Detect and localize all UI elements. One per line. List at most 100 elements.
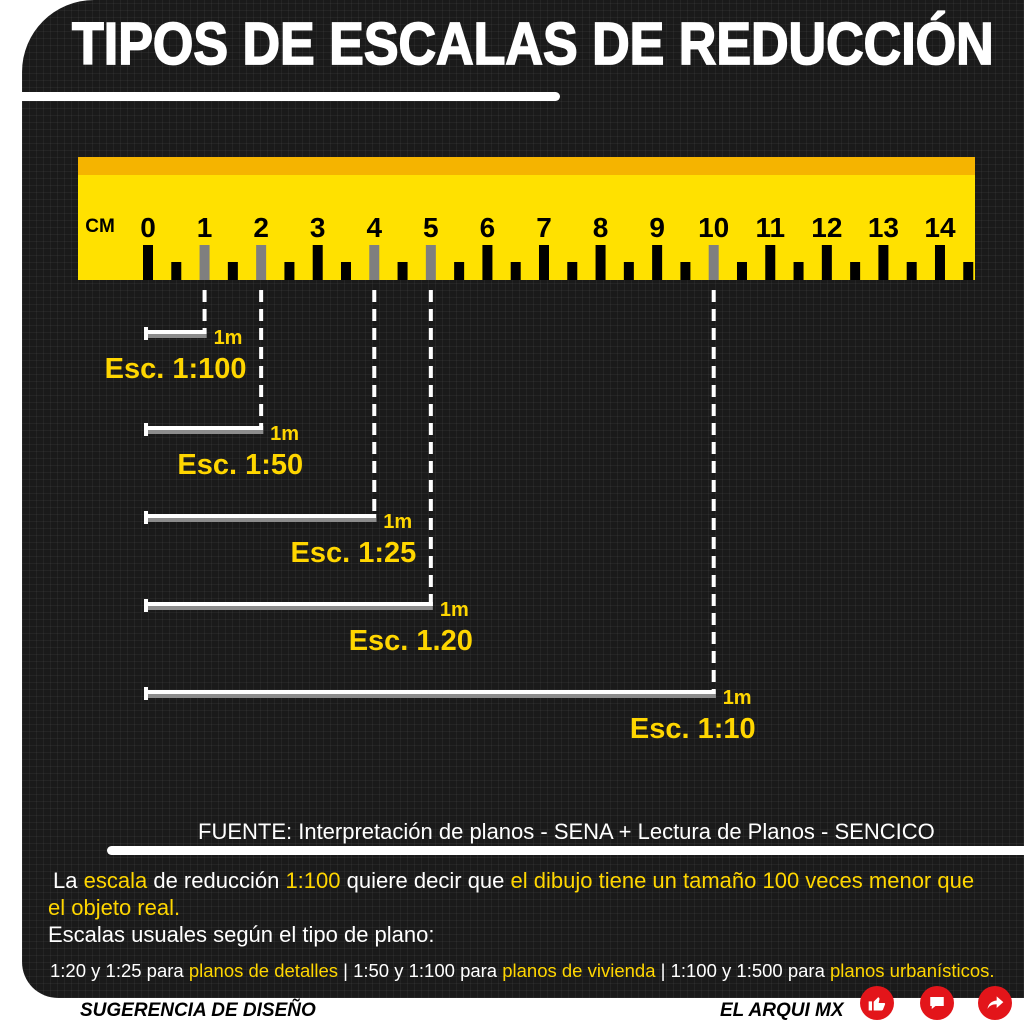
source-note: FUENTE: Interpretación de planos - SENA … — [198, 819, 935, 844]
explanation-text: quiere decir que — [346, 868, 505, 893]
ruler-minor-tick — [227, 262, 238, 280]
ruler-major-tick — [538, 245, 549, 280]
scale-bars: 1m Esc. 1:100 1m Esc. 1:50 1m Esc. 1:25 1m Esc.… — [105, 290, 756, 745]
usual-plan-type: planos urbanísticos. — [830, 960, 995, 981]
ruler-major-tick — [765, 245, 776, 280]
scale-bar-start-tick — [144, 327, 148, 340]
ruler-major-tick — [821, 245, 832, 280]
title-underline — [22, 92, 560, 101]
scale-item: 1m Esc. 1:100 — [105, 290, 247, 385]
ruler-number: 0 — [140, 212, 156, 243]
ruler-number: 3 — [310, 212, 326, 243]
scale-bar-start-tick — [144, 511, 148, 524]
explanation-highlight: el dibujo tiene un tamaño 100 veces meno… — [510, 868, 975, 893]
ruler-major-tick — [934, 245, 945, 280]
ruler-ticks — [143, 245, 974, 280]
usual-plan-type: planos de vivienda — [502, 960, 656, 981]
ruler-number: 14 — [924, 212, 956, 243]
ruler-number: 5 — [423, 212, 439, 243]
usual-scales-values: 1:100 y 1:500 para — [670, 960, 825, 981]
ruler-major-tick — [143, 245, 153, 280]
scale-length-label: 1m — [214, 327, 243, 349]
scale-bar — [146, 330, 207, 334]
usual-plan-type: planos de detalles — [188, 960, 338, 981]
scale-bar-start-tick — [144, 599, 148, 612]
ruler-minor-tick — [340, 262, 351, 280]
ruler-number: 7 — [536, 212, 552, 243]
ruler-major-tick-highlighted — [256, 245, 267, 280]
ruler-minor-tick — [510, 262, 521, 280]
scale-item: 1m Esc. 1:50 — [144, 290, 303, 481]
ruler-minor-tick — [906, 262, 917, 280]
scale-name-label: Esc. 1:50 — [177, 449, 303, 481]
ruler-major-tick — [595, 245, 606, 280]
ruler-major-tick — [312, 245, 323, 280]
scale-bar-shadow — [146, 518, 377, 522]
comment-icon[interactable] — [920, 986, 954, 1020]
ruler-major-tick — [482, 245, 493, 280]
ruler-top-band — [78, 157, 975, 175]
explanation-text: La — [53, 868, 78, 893]
source-divider — [107, 846, 1024, 855]
scale-bar — [146, 690, 716, 694]
scale-length-label: 1m — [383, 511, 412, 533]
scale-length-label: 1m — [440, 599, 469, 621]
ruler-number: 13 — [868, 212, 899, 243]
ruler-major-tick-highlighted — [199, 245, 210, 280]
ruler-number: 8 — [593, 212, 609, 243]
ruler-minor-tick — [171, 262, 182, 280]
ruler-number: 6 — [480, 212, 496, 243]
share-icon[interactable] — [978, 986, 1012, 1020]
ruler-number: 9 — [649, 212, 665, 243]
scale-item: 1m Esc. 1:10 — [144, 290, 756, 745]
scale-item: 1m Esc. 1.20 — [144, 290, 473, 657]
ruler-major-tick-highlighted — [708, 245, 719, 280]
scale-name-label: Esc. 1:25 — [291, 537, 417, 569]
scale-bar-shadow — [146, 606, 433, 610]
usual-scales-values: 1:20 y 1:25 para — [50, 960, 184, 981]
ruler-major-tick-highlighted — [425, 245, 436, 280]
explanation-highlight: escala — [83, 868, 148, 893]
ruler-minor-tick — [793, 262, 804, 280]
ruler-minor-tick — [397, 262, 408, 280]
scale-explanation: La escala de reducción 1:100 quiere deci… — [48, 867, 1018, 921]
list-separator: | — [660, 960, 666, 981]
scale-bar — [146, 426, 264, 430]
scale-bar-shadow — [146, 430, 264, 434]
usual-scales-values: 1:50 y 1:100 para — [353, 960, 498, 981]
explanation-text: de reducción — [153, 868, 280, 893]
scale-length-label: 1m — [723, 687, 752, 709]
scale-bar — [146, 602, 433, 606]
ruler-minor-tick — [623, 262, 634, 280]
list-separator: | — [343, 960, 348, 981]
ruler-number: 2 — [253, 212, 269, 243]
ruler-minor-tick — [284, 262, 295, 280]
ruler-minor-tick — [963, 262, 974, 280]
scale-bar-start-tick — [144, 687, 148, 700]
thumbs-up-icon[interactable] — [860, 986, 894, 1020]
scale-item: 1m Esc. 1:25 — [144, 290, 416, 569]
ruler-major-tick-highlighted — [369, 245, 380, 280]
ruler-number: 11 — [755, 212, 785, 243]
ruler-unit-label: CM — [85, 216, 115, 237]
ruler-number: 4 — [366, 212, 382, 243]
ruler: CM 0 1 2 3 4 5 6 7 8 9 10 11 12 13 14 — [78, 157, 975, 280]
ruler-number: 1 — [197, 212, 213, 243]
usual-scales-list: 1:20 y 1:25 para planos de detalles | 1:… — [50, 960, 995, 982]
scale-name-label: Esc. 1:10 — [630, 713, 756, 745]
scale-bar — [146, 514, 377, 518]
ruler-major-tick — [878, 245, 889, 280]
ruler-minor-tick — [567, 262, 578, 280]
page-title: TIPOS DE ESCALAS DE REDUCCIÓN — [71, 10, 994, 78]
ruler-minor-tick — [850, 262, 861, 280]
footer-brand: EL ARQUI MX — [720, 1000, 844, 1021]
ruler-minor-tick — [736, 262, 747, 280]
explanation-highlight: 1:100 — [285, 868, 341, 893]
explanation-highlight: el objeto real. — [48, 895, 181, 920]
scale-length-label: 1m — [270, 423, 299, 445]
scale-name-label: Esc. 1:100 — [105, 353, 247, 385]
scale-name-label: Esc. 1.20 — [349, 625, 473, 657]
scale-bar-start-tick — [144, 423, 148, 436]
